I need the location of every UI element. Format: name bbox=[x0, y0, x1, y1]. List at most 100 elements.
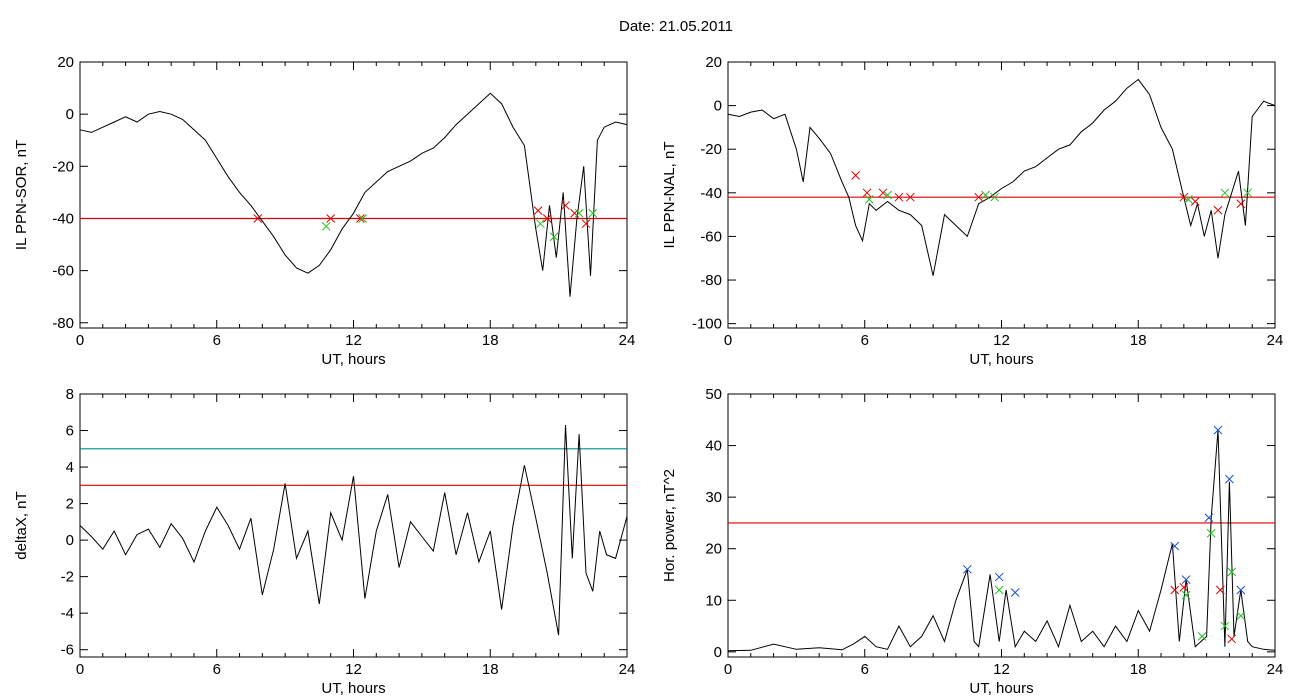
blue-x-marker bbox=[1181, 575, 1191, 585]
series-line bbox=[727, 78, 1276, 276]
green-x-marker bbox=[1243, 188, 1253, 198]
green-x-marker bbox=[981, 190, 990, 200]
y-tick-label: 40 bbox=[705, 438, 722, 455]
plot-frame bbox=[79, 393, 628, 658]
y-tick-label: -60 bbox=[700, 228, 722, 245]
green-x-marker bbox=[1206, 528, 1216, 538]
y-axis-label: IL PPN-SOR, nT bbox=[13, 140, 30, 250]
red-x-marker bbox=[1190, 197, 1200, 206]
red-x-marker bbox=[533, 206, 543, 216]
y-tick-label: -4 bbox=[61, 605, 74, 622]
y-tick-label: 4 bbox=[66, 459, 74, 476]
x-tick-label: 24 bbox=[1267, 661, 1284, 678]
red-x-marker bbox=[878, 188, 888, 198]
red-x-marker bbox=[974, 192, 984, 202]
green-x-marker bbox=[1236, 611, 1246, 621]
chart-panel-1: 0 6 12 18 24 20 0 -20 -40 -60 -80 UT, hours IL PPN-S… bbox=[13, 54, 635, 368]
red-x-marker bbox=[1170, 585, 1180, 595]
red-x-marker bbox=[894, 192, 904, 202]
y-tick-label: 20 bbox=[705, 541, 722, 558]
y-axis-label: deltaX, nT bbox=[13, 491, 30, 559]
x-tick-label: 6 bbox=[213, 332, 221, 349]
y-tick-label: 2 bbox=[66, 496, 74, 513]
red-x-marker bbox=[1179, 583, 1189, 592]
chart-panel-4: 0 6 12 18 24 50 40 30 20 10 0 UT, hours Hor. power, … bbox=[661, 386, 1283, 697]
x-tick-label: 12 bbox=[993, 332, 1010, 349]
y-tick-label: 10 bbox=[705, 592, 722, 609]
x-tick-label: 18 bbox=[482, 661, 499, 678]
blue-x-marker bbox=[1213, 425, 1223, 435]
y-tick-label: 0 bbox=[66, 106, 74, 123]
series-line bbox=[79, 92, 628, 297]
y-tick-label: -20 bbox=[52, 158, 74, 175]
red-x-marker bbox=[1227, 634, 1237, 644]
blue-x-marker bbox=[1225, 474, 1234, 484]
x-tick-label: 24 bbox=[619, 332, 636, 349]
x-tick-label: 6 bbox=[861, 661, 869, 678]
green-x-marker bbox=[1184, 195, 1193, 204]
y-tick-label: -6 bbox=[61, 642, 74, 659]
y-tick-label: 20 bbox=[57, 54, 74, 71]
x-tick-label: 0 bbox=[76, 661, 84, 678]
y-tick-label: -40 bbox=[700, 185, 722, 202]
x-tick-label: 6 bbox=[213, 661, 221, 678]
x-axis-label: UT, hours bbox=[321, 680, 385, 697]
page-title: Date: 21.05.2011 bbox=[619, 18, 733, 35]
green-x-marker bbox=[883, 190, 892, 200]
x-tick-label: 24 bbox=[1267, 332, 1284, 349]
x-tick-label: 12 bbox=[345, 661, 362, 678]
x-tick-label: 18 bbox=[482, 332, 499, 349]
plot-frame bbox=[79, 61, 628, 329]
red-x-marker bbox=[1179, 192, 1189, 202]
y-tick-label: -60 bbox=[52, 263, 74, 280]
x-axis-label: UT, hours bbox=[321, 351, 385, 368]
y-tick-label: 30 bbox=[705, 489, 722, 506]
x-axis-label: UT, hours bbox=[969, 680, 1033, 697]
y-tick-label: 6 bbox=[66, 423, 74, 440]
series-line bbox=[79, 424, 628, 636]
y-tick-label: -40 bbox=[52, 210, 74, 227]
y-axis-label: IL PPN-NAL, nT bbox=[661, 142, 678, 249]
y-tick-label: -100 bbox=[692, 316, 722, 333]
red-x-marker bbox=[851, 171, 860, 180]
green-x-marker bbox=[864, 195, 874, 204]
green-x-marker bbox=[994, 585, 1004, 595]
x-axis-label: UT, hours bbox=[969, 351, 1033, 368]
green-x-marker bbox=[990, 192, 1000, 202]
green-x-marker bbox=[1220, 621, 1230, 631]
series-line bbox=[727, 430, 1276, 652]
green-x-marker bbox=[549, 232, 559, 242]
chart-panel-2: 0 6 12 18 24 20 0 -20 -40 -60 -80 -100 UT, hours IL P… bbox=[661, 54, 1283, 368]
blue-x-marker bbox=[994, 572, 1004, 582]
red-x-marker bbox=[905, 192, 915, 202]
plot-frame bbox=[727, 393, 1276, 658]
blue-x-marker bbox=[1236, 585, 1246, 595]
red-x-marker bbox=[1215, 585, 1225, 595]
y-tick-label: 0 bbox=[714, 644, 722, 661]
green-x-marker bbox=[1220, 188, 1230, 198]
x-tick-label: 12 bbox=[345, 332, 362, 349]
green-x-marker bbox=[588, 208, 598, 218]
red-x-marker bbox=[570, 208, 579, 218]
x-tick-label: 0 bbox=[724, 661, 732, 678]
x-tick-label: 0 bbox=[76, 332, 84, 349]
y-axis-label: Hor. power, nT^2 bbox=[661, 469, 678, 582]
y-tick-label: 0 bbox=[714, 98, 722, 115]
red-x-marker bbox=[253, 214, 263, 223]
green-x-marker bbox=[1181, 590, 1191, 600]
red-x-marker bbox=[355, 214, 365, 223]
blue-x-marker bbox=[962, 564, 972, 574]
red-x-marker bbox=[1213, 205, 1223, 215]
y-tick-label: 50 bbox=[705, 386, 722, 403]
x-tick-label: 24 bbox=[619, 661, 636, 678]
x-tick-label: 0 bbox=[724, 332, 732, 349]
y-tick-label: -80 bbox=[52, 315, 74, 332]
x-tick-label: 6 bbox=[861, 332, 869, 349]
y-tick-label: 20 bbox=[705, 54, 722, 71]
chart-panel-3: 0 6 12 18 24 8 6 4 2 0 -2 -4 -6 UT, hours deltaX, nT bbox=[13, 386, 635, 697]
red-x-marker bbox=[561, 201, 570, 210]
blue-x-marker bbox=[1010, 588, 1020, 597]
x-tick-label: 18 bbox=[1130, 661, 1147, 678]
green-x-marker bbox=[574, 208, 584, 218]
green-x-marker bbox=[536, 219, 545, 229]
